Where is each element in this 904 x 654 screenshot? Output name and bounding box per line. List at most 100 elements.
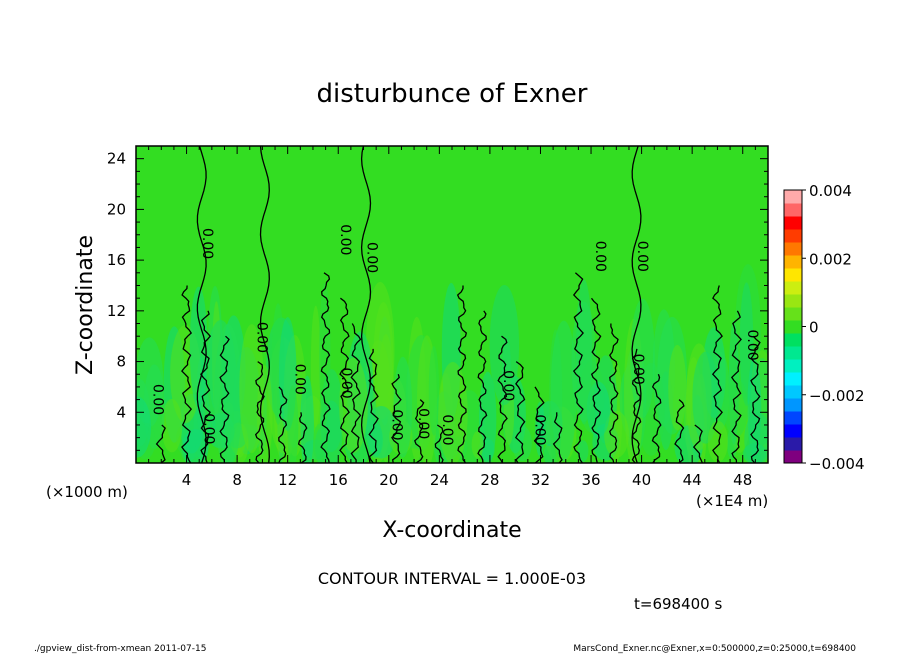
contour-label: 0.00 — [389, 409, 405, 440]
contour-line — [196, 146, 207, 463]
contour-line — [320, 272, 331, 463]
colorbar-swatch — [784, 411, 802, 425]
x-tick-label: 28 — [480, 471, 499, 489]
contour-line — [456, 285, 468, 463]
colorbar: 0.004 0.002 0 −0.002 −0.004 — [783, 182, 865, 473]
field-patch — [744, 412, 768, 463]
field-patch — [239, 324, 265, 454]
contour-line — [730, 310, 742, 463]
field-patch — [214, 323, 242, 463]
footer-right: MarsCond_Exner.nc@Exner,x=0:500000,z=0:2… — [573, 644, 856, 654]
field-patch — [428, 345, 440, 436]
contour-label: 0.00 — [592, 241, 608, 272]
contour-label: 0.00 — [531, 414, 547, 445]
x-unit-left: (×1000 m) — [46, 483, 128, 501]
contour-line — [181, 285, 193, 463]
x-tick-label: 36 — [581, 471, 600, 489]
x-tick-label: 48 — [733, 471, 752, 489]
time-label: t=698400 s — [634, 595, 722, 613]
colorbar-swatch — [784, 255, 802, 269]
field-patch — [300, 375, 314, 463]
contour-line — [572, 272, 584, 463]
colorbar-swatch — [784, 216, 802, 230]
contour-label: 0.00 — [338, 368, 354, 399]
colorbar-swatch — [784, 437, 802, 451]
x-axis-label: X-coordinate — [382, 518, 521, 543]
colorbar-swatch — [784, 307, 802, 321]
contour-line — [350, 323, 362, 463]
contour-label: 0.00 — [253, 322, 269, 353]
y-tick-label: 24 — [107, 150, 126, 168]
contour-lines — [155, 146, 761, 463]
field-patch — [182, 429, 209, 463]
contour-line — [219, 335, 230, 463]
contour-line — [155, 424, 167, 463]
x-tick-label: 32 — [531, 471, 550, 489]
x-tick-label: 24 — [430, 471, 449, 489]
contour-label: 0.00 — [630, 354, 646, 385]
colorbar-tick-label: −0.002 — [809, 387, 865, 405]
contour-line — [552, 412, 563, 463]
contour-line — [514, 361, 526, 463]
field-patch — [577, 440, 589, 462]
contour-labels: 0.00 0.00 0.00 0.00 0.00 0.00 0.00 0.00 0.00 0.00… — [150, 224, 760, 445]
colorbar-swatch — [784, 424, 802, 438]
colorbar-swatch — [784, 372, 802, 386]
y-axis-ticks: 4 8 12 16 20 24 — [107, 150, 768, 451]
y-tick-label: 12 — [107, 302, 126, 320]
field-patch — [312, 423, 329, 463]
field-patch — [136, 396, 152, 458]
colorbar-tick-label: 0.004 — [809, 182, 852, 200]
y-tick-label: 16 — [107, 251, 126, 269]
contour-label: 0.00 — [415, 408, 431, 439]
x-unit-right: (×1E4 m) — [696, 492, 768, 510]
y-tick-label: 4 — [116, 403, 126, 421]
field-patch — [393, 356, 413, 458]
contour-line — [631, 146, 642, 463]
contour-label: 0.00 — [500, 370, 516, 401]
contour-line — [339, 297, 350, 463]
contour-label: 0.00 — [439, 414, 455, 445]
chart-title: disturbunce of Exner — [317, 79, 588, 109]
contour-label: 0.00 — [199, 228, 215, 259]
x-tick-label: 40 — [632, 471, 651, 489]
contour-label: 0.00 — [150, 384, 166, 415]
colorbar-tick-label: −0.004 — [809, 455, 865, 473]
colorbar-swatch — [784, 294, 802, 308]
colorbar-swatch — [784, 333, 802, 347]
contour-line — [477, 310, 488, 463]
field-patch — [189, 286, 208, 408]
field-patch — [437, 362, 468, 463]
field-patch — [723, 377, 748, 438]
field-patch — [287, 385, 299, 463]
colorbar-ticks: 0.004 0.002 0 −0.002 −0.004 — [802, 182, 865, 473]
x-tick-label: 12 — [278, 471, 297, 489]
contour-line — [590, 297, 602, 463]
x-tick-label: 4 — [182, 471, 192, 489]
contour-line — [360, 146, 372, 463]
colorbar-swatch — [784, 190, 802, 204]
colorbar-swatch — [784, 203, 802, 217]
y-axis-label: Z-coordinate — [73, 235, 98, 375]
x-tick-label: 16 — [329, 471, 348, 489]
contour-line — [200, 310, 212, 463]
contour-line — [297, 412, 308, 463]
contour-label: 0.00 — [337, 224, 353, 255]
contour-line — [609, 323, 619, 463]
contour-line — [414, 399, 425, 463]
colorbar-swatch — [784, 268, 802, 282]
contour-line — [434, 424, 444, 463]
y-tick-label: 20 — [107, 200, 126, 218]
x-axis-ticks: 4 8 12 16 20 24 28 32 36 40 44 48 — [148, 146, 756, 489]
field-patch — [604, 410, 629, 458]
contour-interval: CONTOUR INTERVAL = 1.000E-03 — [318, 569, 586, 588]
contour-label: 0.00 — [291, 364, 307, 395]
colorbar-swatch — [784, 242, 802, 256]
contour-line — [259, 146, 270, 463]
contour-line — [674, 399, 685, 463]
contour-label: 0.00 — [634, 241, 650, 272]
contour-line — [692, 424, 703, 463]
colorbar-swatch — [784, 359, 802, 373]
colorbar-swatch — [784, 398, 802, 412]
